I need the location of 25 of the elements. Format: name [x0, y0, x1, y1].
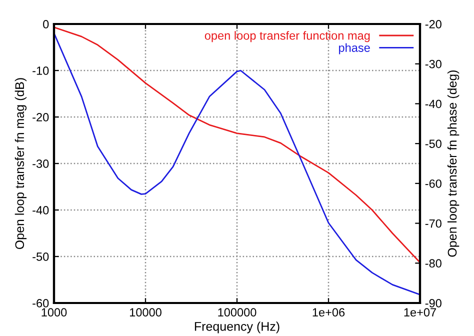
- y2-tick-label: -70: [425, 219, 442, 228]
- y-tick-label: -60: [32, 299, 49, 308]
- x-tick-label: 1000: [42, 308, 67, 317]
- x-tick-label: 10000: [130, 308, 162, 317]
- y-tick-label: -40: [32, 206, 49, 214]
- y2-tick-label: -90: [425, 299, 442, 308]
- y2-axis-title: Open loop transfer fn phase (deg): [447, 70, 460, 257]
- x-axis-title: Frequency (Hz): [194, 322, 280, 334]
- legend-label: phase: [339, 43, 370, 54]
- y-tick-label: 0: [43, 20, 49, 28]
- legend-label: open loop transfer function mag: [204, 31, 370, 42]
- y-axis-title: Open loop transfer fn mag (dB): [14, 78, 27, 250]
- y2-tick-label: -80: [425, 259, 442, 268]
- x-tick-label: 1e+07: [404, 308, 436, 317]
- y-tick-label: -50: [32, 252, 49, 261]
- y2-tick-label: -50: [425, 140, 442, 148]
- y2-tick-label: -30: [425, 60, 442, 68]
- y-tick-label: -30: [32, 160, 49, 168]
- y2-tick-label: -40: [425, 100, 442, 108]
- y2-tick-label: -60: [425, 179, 442, 188]
- y2-tick-label: -20: [425, 20, 442, 28]
- x-tick-label: 1e+06: [312, 308, 345, 317]
- y-tick-label: -10: [32, 66, 49, 75]
- y-tick-label: -20: [32, 113, 49, 122]
- x-tick-label: 100000: [218, 308, 256, 317]
